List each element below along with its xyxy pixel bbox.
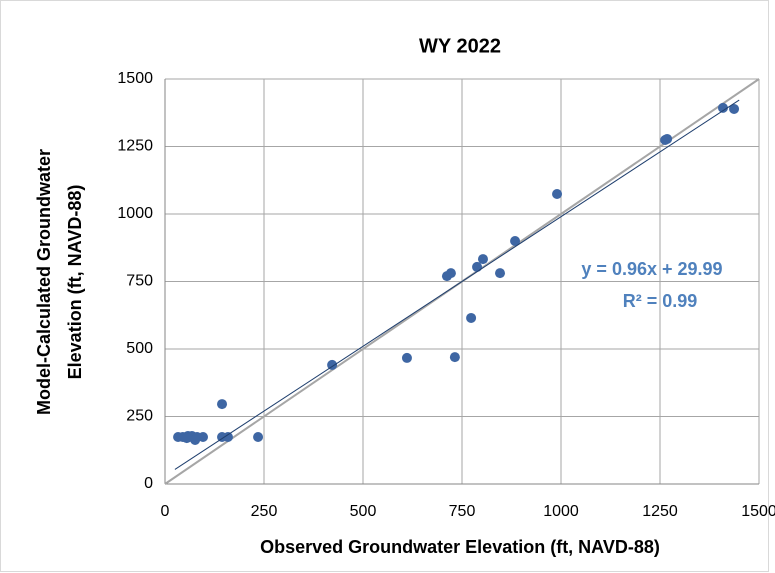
point: [217, 399, 228, 410]
x-tick-label: 0: [161, 503, 170, 520]
equation: y = 0.96x + 29.99: [581, 259, 722, 279]
x-tick-label: 1250: [642, 503, 678, 520]
x-tick-label: 250: [251, 503, 278, 520]
x-tick-label: 1000: [543, 503, 579, 520]
point: [401, 352, 412, 363]
x-tick-label: 1500: [741, 503, 775, 520]
point: [552, 189, 563, 200]
point: [729, 103, 740, 114]
point: [327, 359, 338, 370]
point: [445, 268, 456, 279]
y-tick-label: 0: [144, 475, 153, 492]
y-axis-title: Model-Calculated Groundwater: [34, 149, 54, 415]
chart-title: WY 2022: [419, 35, 501, 57]
point: [253, 432, 264, 443]
point: [198, 432, 209, 443]
x-tick-label: 500: [350, 503, 377, 520]
trendline: [174, 99, 740, 470]
y-tick-label: 500: [126, 340, 153, 357]
point: [717, 102, 728, 113]
y-tick-label: 750: [126, 273, 153, 290]
point: [662, 133, 673, 144]
y-tick-label: 1000: [117, 205, 153, 222]
point: [477, 254, 488, 265]
point: [190, 434, 201, 445]
y-axis-title: Elevation (ft, NAVD-88): [65, 185, 85, 380]
y-tick-label: 250: [126, 408, 153, 425]
x-tick-label: 750: [449, 503, 476, 520]
point: [495, 268, 506, 279]
point: [510, 236, 521, 246]
point: [466, 312, 477, 323]
y-tick-label: 1500: [117, 70, 153, 87]
point: [181, 433, 192, 444]
x-axis-title: Observed Groundwater Elevation (ft, NAVD…: [260, 537, 660, 557]
point: [222, 432, 233, 443]
y-tick-label: 1250: [117, 138, 153, 155]
point: [449, 352, 460, 363]
